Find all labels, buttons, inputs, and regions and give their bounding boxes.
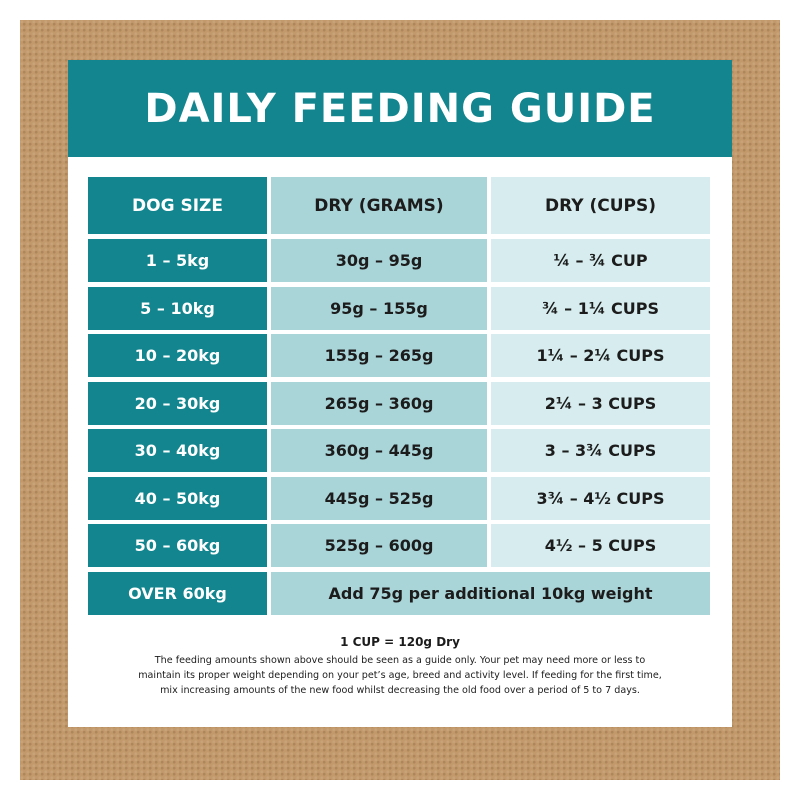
disclaimer-text: The feeding amounts shown above should b… (98, 653, 702, 698)
page-title: DAILY FEEDING GUIDE (144, 85, 656, 132)
grams-cell: 525g – 600g (271, 524, 487, 567)
disclaimer-line: maintain its proper weight depending on … (138, 670, 662, 681)
table-row: 40 – 50kg 445g – 525g 3¾ – 4½ CUPS (88, 476, 710, 520)
dog-size-cell: 1 – 5kg (88, 239, 267, 282)
additional-weight-note: Add 75g per additional 10kg weight (271, 571, 710, 615)
dog-size-cell: OVER 60kg (88, 571, 267, 615)
table-row: 1 – 5kg 30g – 95g ¼ – ¾ CUP (88, 239, 710, 282)
header-dry-grams: DRY (GRAMS) (271, 177, 487, 234)
grams-cell: 30g – 95g (271, 239, 487, 282)
table-row: 30 – 40kg 360g – 445g 3 – 3¾ CUPS (88, 429, 710, 472)
dog-size-cell: 5 – 10kg (88, 286, 267, 330)
header-dry-cups: DRY (CUPS) (491, 177, 710, 234)
cups-cell: 4½ – 5 CUPS (491, 524, 710, 567)
dog-size-cell: 30 – 40kg (88, 429, 267, 472)
grams-cell: 155g – 265g (271, 334, 487, 377)
cups-cell: 3¾ – 4½ CUPS (491, 476, 710, 520)
title-banner: DAILY FEEDING GUIDE (68, 60, 732, 157)
table-row: 20 – 30kg 265g – 360g 2¼ – 3 CUPS (88, 381, 710, 425)
dog-size-cell: 40 – 50kg (88, 476, 267, 520)
feeding-notes: 1 CUP = 120g Dry The feeding amounts sho… (98, 635, 702, 698)
grams-cell: 265g – 360g (271, 381, 487, 425)
cups-cell: 1¼ – 2¼ CUPS (491, 334, 710, 377)
disclaimer-line: mix increasing amounts of the new food w… (160, 685, 640, 696)
cups-cell: ¼ – ¾ CUP (491, 239, 710, 282)
table-row-over-60kg: OVER 60kg Add 75g per additional 10kg we… (88, 571, 710, 615)
header-dog-size: DOG SIZE (88, 177, 267, 234)
feeding-table: DOG SIZE DRY (GRAMS) DRY (CUPS) 1 – 5kg … (88, 177, 710, 619)
table-header-row: DOG SIZE DRY (GRAMS) DRY (CUPS) (88, 177, 710, 234)
feeding-guide-card: DAILY FEEDING GUIDE DOG SIZE DRY (GRAMS)… (68, 60, 732, 727)
table-row: 50 – 60kg 525g – 600g 4½ – 5 CUPS (88, 524, 710, 567)
cups-cell: 2¼ – 3 CUPS (491, 381, 710, 425)
grams-cell: 95g – 155g (271, 286, 487, 330)
dog-size-cell: 50 – 60kg (88, 524, 267, 567)
grams-cell: 445g – 525g (271, 476, 487, 520)
table-row: 5 – 10kg 95g – 155g ¾ – 1¼ CUPS (88, 286, 710, 330)
cup-conversion-note: 1 CUP = 120g Dry (340, 635, 460, 649)
cups-cell: 3 – 3¾ CUPS (491, 429, 710, 472)
cups-cell: ¾ – 1¼ CUPS (491, 286, 710, 330)
dog-size-cell: 20 – 30kg (88, 381, 267, 425)
disclaimer-line: The feeding amounts shown above should b… (154, 655, 646, 666)
grams-cell: 360g – 445g (271, 429, 487, 472)
table-row: 10 – 20kg 155g – 265g 1¼ – 2¼ CUPS (88, 334, 710, 377)
dog-size-cell: 10 – 20kg (88, 334, 267, 377)
